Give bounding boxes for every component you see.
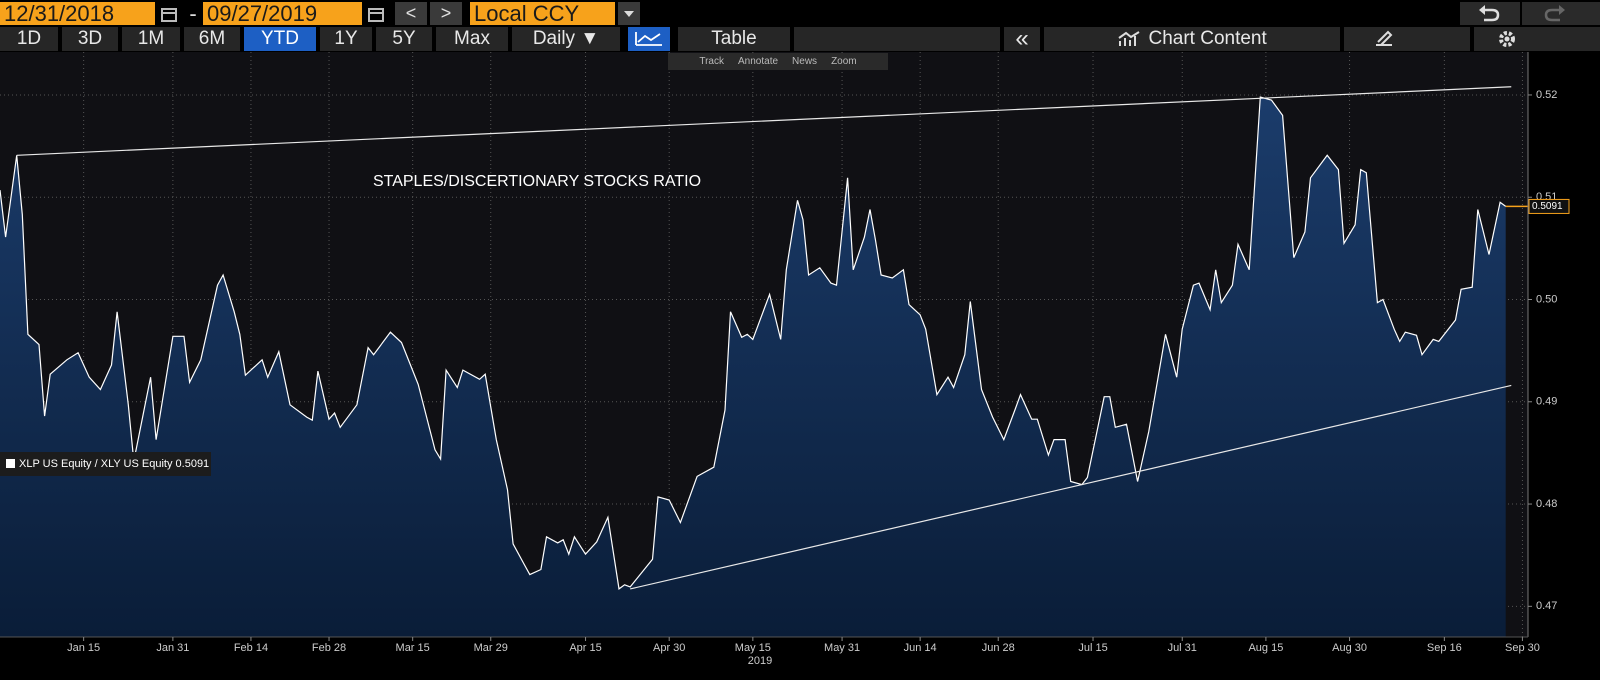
x-tick-label: May 15 — [735, 642, 771, 654]
range-tab[interactable]: 5Y — [376, 27, 432, 51]
y-tick-label: 0.52 — [1536, 89, 1557, 101]
y-tick-label: 0.47 — [1536, 600, 1557, 612]
legend-text: XLP US Equity / XLY US Equity 0.5091 — [19, 458, 209, 470]
x-tick-label: Feb 28 — [312, 642, 346, 654]
x-tick-label: May 31 — [824, 642, 860, 654]
y-tick-label: 0.48 — [1536, 498, 1557, 510]
area — [0, 97, 1506, 637]
currency[interactable]: Local CCY — [470, 1, 615, 26]
toolbar-blank — [794, 27, 1000, 51]
currency-dropdown[interactable] — [618, 2, 640, 25]
range-tab[interactable]: 1D — [0, 27, 58, 51]
x-year-label: 2019 — [748, 655, 772, 667]
x-tick-label: Aug 30 — [1332, 642, 1367, 654]
prev-button[interactable]: < — [395, 2, 427, 25]
legend-name: XLP US Equity / XLY US Equity — [19, 458, 173, 470]
settings-icon[interactable] — [1474, 27, 1600, 51]
legend-swatch — [6, 459, 15, 468]
x-tick-label: Apr 15 — [569, 642, 601, 654]
x-tick-label: Jun 28 — [982, 642, 1015, 654]
x-tick-label: Jun 14 — [904, 642, 937, 654]
tool-zoom[interactable]: Zoom — [831, 56, 857, 67]
calendar-icon[interactable] — [160, 5, 178, 23]
chart-content-button[interactable]: Chart Content — [1044, 27, 1340, 51]
chart-title: STAPLES/DISCERTIONARY STOCKS RATIO — [373, 173, 701, 190]
date-separator: - — [189, 0, 197, 26]
y-tick-label: 0.50 — [1536, 293, 1557, 305]
start-date[interactable]: 12/31/2018 — [0, 1, 155, 26]
x-tick-label: Aug 15 — [1248, 642, 1283, 654]
range-tab[interactable]: 3D — [62, 27, 118, 51]
chart-content-label: Chart Content — [1148, 28, 1267, 49]
last-value-label: 0.5091 — [1532, 201, 1563, 212]
x-tick-label: Jul 15 — [1078, 642, 1107, 654]
x-tick-label: Sep 30 — [1505, 642, 1540, 654]
undo-button[interactable] — [1460, 2, 1520, 25]
tool-annotate[interactable]: Annotate — [738, 56, 779, 67]
tool-news[interactable]: News — [792, 56, 818, 67]
x-tick-label: Sep 16 — [1427, 642, 1462, 654]
range-tab[interactable]: Max — [436, 27, 508, 51]
trendline — [16, 86, 1512, 156]
x-tick-label: Feb 14 — [234, 642, 268, 654]
x-tick-label: Mar 29 — [474, 642, 508, 654]
chart-tools: Track Annotate News Zoom — [668, 53, 888, 70]
frequency[interactable]: Daily ▼ — [512, 27, 620, 51]
legend-value: 0.5091 — [176, 458, 210, 470]
next-button[interactable]: > — [430, 2, 462, 25]
range-tab[interactable]: 1M — [122, 27, 180, 51]
x-tick-label: Jul 31 — [1168, 642, 1197, 654]
x-tick-label: Apr 30 — [653, 642, 685, 654]
calendar-icon[interactable] — [367, 5, 385, 23]
last-value-tag — [1528, 198, 1570, 214]
line-chart-icon[interactable] — [628, 27, 670, 51]
x-tick-label: Jan 15 — [67, 642, 100, 654]
tool-track[interactable]: Track — [699, 56, 724, 67]
table-button[interactable]: Table — [678, 27, 790, 51]
x-tick-label: Jan 31 — [156, 642, 189, 654]
trendline — [630, 384, 1512, 590]
redo-button[interactable] — [1522, 2, 1600, 25]
legend — [0, 452, 211, 476]
edit-icon[interactable] — [1344, 27, 1470, 51]
range-tab-selected[interactable]: YTD — [244, 27, 316, 51]
chart-content-icon — [1118, 31, 1140, 46]
y-tick-label: 0.49 — [1536, 396, 1557, 408]
collapse-button[interactable]: « — [1004, 25, 1040, 52]
range-tab[interactable]: 6M — [184, 27, 240, 51]
range-tab[interactable]: 1Y — [320, 27, 372, 51]
end-date[interactable]: 09/27/2019 — [203, 1, 362, 26]
x-tick-label: Mar 15 — [396, 642, 430, 654]
